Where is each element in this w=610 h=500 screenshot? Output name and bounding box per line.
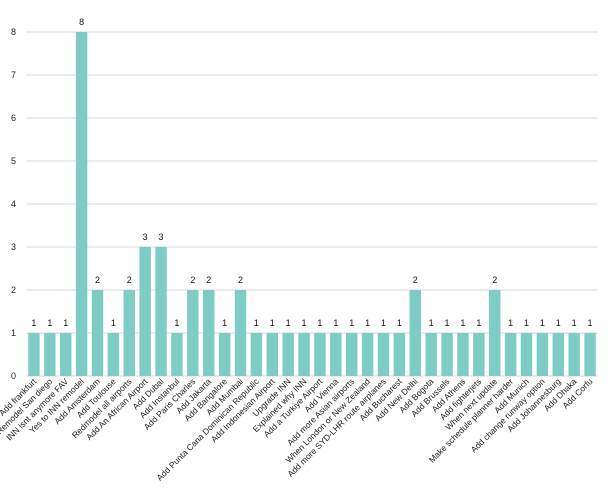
data-label: 1 [540, 318, 545, 328]
y-tick-label: 3 [11, 242, 16, 252]
bar [568, 333, 580, 376]
data-label: 1 [476, 318, 481, 328]
bar [425, 333, 437, 376]
bar [441, 333, 453, 376]
data-label: 2 [127, 275, 132, 285]
data-label: 1 [381, 318, 386, 328]
data-label: 1 [286, 318, 291, 328]
bar [250, 333, 263, 376]
y-tick-label: 4 [11, 199, 16, 209]
data-label: 1 [47, 318, 52, 328]
bar [393, 333, 406, 376]
y-tick-label: 1 [11, 328, 16, 338]
bar [298, 333, 310, 376]
data-label: 1 [333, 318, 338, 328]
y-axis-ticks: 0 1 2 3 4 5 6 7 8 [11, 27, 16, 381]
data-label: 1 [31, 318, 36, 328]
data-label: 2 [238, 275, 243, 285]
bar [91, 290, 104, 376]
data-label: 2 [190, 275, 195, 285]
bar [155, 247, 167, 376]
y-tick-label: 0 [11, 371, 16, 381]
data-label: 1 [572, 318, 577, 328]
data-label: 1 [365, 318, 370, 328]
bar [552, 333, 564, 376]
data-label: 1 [429, 318, 434, 328]
data-label: 1 [317, 318, 322, 328]
bar [473, 333, 485, 376]
bar [60, 333, 72, 376]
data-label: 2 [413, 275, 418, 285]
bar [107, 333, 120, 376]
bars [28, 32, 596, 376]
data-label: 1 [508, 318, 513, 328]
data-label: 1 [174, 318, 179, 328]
bar [536, 333, 549, 376]
bar [187, 290, 199, 376]
bar [123, 290, 135, 376]
bar [266, 333, 278, 376]
y-tick-label: 7 [11, 70, 16, 80]
bar [520, 333, 533, 376]
bar [203, 290, 215, 376]
y-tick-label: 6 [11, 113, 16, 123]
bar [489, 290, 501, 376]
data-label: 1 [254, 318, 259, 328]
data-label: 1 [63, 318, 68, 328]
y-tick-label: 8 [11, 27, 16, 37]
gridlines [26, 31, 598, 377]
y-tick-label: 5 [11, 156, 16, 166]
bar [171, 333, 183, 376]
data-label: 1 [524, 318, 529, 328]
data-label: 1 [556, 318, 561, 328]
bar [75, 32, 88, 376]
data-label: 3 [143, 232, 148, 242]
data-label: 1 [460, 318, 465, 328]
bar [314, 333, 326, 376]
bar [234, 290, 247, 376]
data-label: 2 [95, 275, 100, 285]
data-label: 1 [349, 318, 354, 328]
data-label: 1 [270, 318, 275, 328]
data-label: 1 [111, 318, 116, 328]
data-label: 1 [588, 318, 593, 328]
data-label: 1 [222, 318, 227, 328]
bar [139, 247, 151, 376]
bar [28, 333, 40, 376]
data-labels: 1 1 1 8 2 1 2 3 3 1 2 2 1 2 1 1 1 1 1 1 1 1 1 1 2 1 1 1 1 2 1 1 1 1 1 1 [31, 17, 592, 328]
bar [457, 333, 469, 376]
bar [504, 333, 517, 376]
data-label: 2 [492, 275, 497, 285]
data-label: 1 [302, 318, 307, 328]
data-label: 1 [445, 318, 450, 328]
data-label: 2 [206, 275, 211, 285]
data-label: 3 [159, 232, 164, 242]
bar [330, 333, 342, 376]
bar [44, 333, 56, 376]
bar [361, 333, 374, 376]
bar [377, 333, 390, 376]
bar [282, 333, 294, 376]
data-label: 8 [79, 17, 84, 27]
bar [409, 290, 421, 376]
y-tick-label: 2 [11, 285, 16, 295]
bar [218, 333, 231, 376]
data-label: 1 [397, 318, 402, 328]
bar [346, 333, 358, 376]
bar [584, 333, 596, 376]
